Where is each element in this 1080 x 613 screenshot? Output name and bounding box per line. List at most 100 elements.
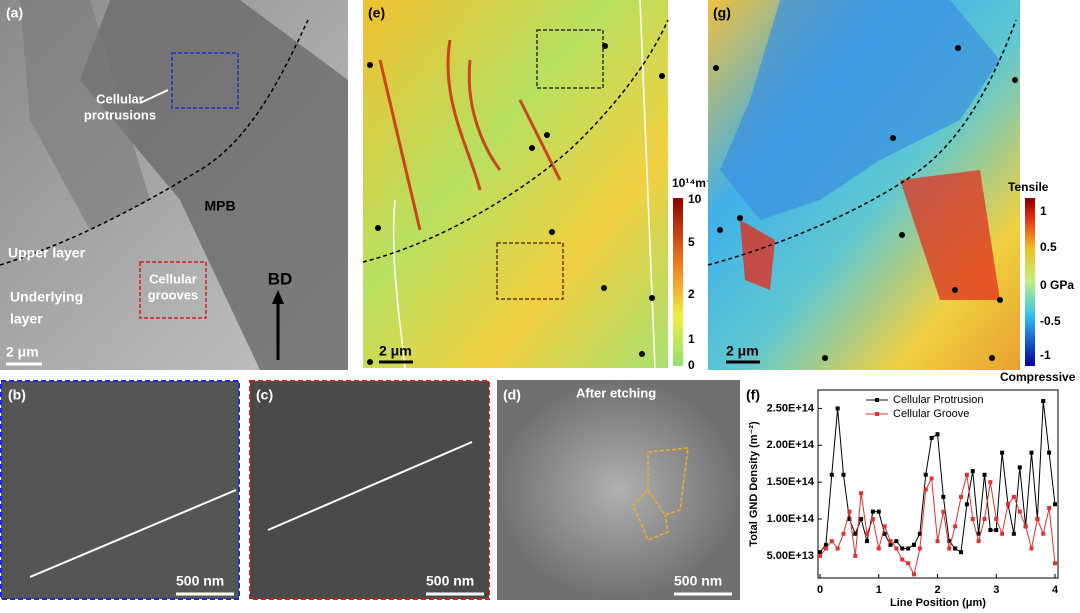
point	[853, 531, 858, 536]
point	[935, 539, 940, 544]
marker-dot	[989, 355, 995, 361]
point	[1011, 494, 1016, 499]
panel-label: (e)	[368, 5, 385, 21]
marker-dot	[1012, 77, 1018, 83]
arrow	[267, 441, 473, 531]
colorbar-tick-label: 1	[688, 332, 695, 346]
point	[888, 542, 893, 547]
point	[947, 539, 952, 544]
annotation: Upper layer	[8, 245, 86, 261]
point	[982, 517, 987, 522]
point	[906, 546, 911, 551]
point	[941, 494, 946, 499]
panel-e: (e) 2 μm 10¹⁴m⁻²	[362, 0, 716, 369]
scale-label: 2 μm	[379, 343, 412, 359]
point	[876, 509, 881, 514]
point	[829, 472, 834, 477]
point	[900, 557, 905, 562]
point	[1041, 399, 1046, 404]
point	[835, 546, 840, 551]
point	[976, 539, 981, 544]
point	[841, 531, 846, 536]
region	[720, 0, 1000, 220]
arrowhead	[272, 290, 284, 304]
mpb-line	[0, 19, 309, 266]
annotation: MPB	[204, 198, 235, 214]
point	[1029, 546, 1034, 551]
y-tick-label: 5.00E+13	[767, 550, 814, 562]
x-tick-label: 2	[934, 584, 940, 596]
cell-outline	[632, 447, 689, 541]
annotation: protrusions	[84, 107, 156, 122]
point	[1029, 450, 1034, 455]
x-tick-label: 1	[876, 584, 882, 596]
point	[894, 539, 899, 544]
point	[923, 472, 928, 477]
point	[865, 539, 869, 544]
point	[906, 561, 911, 566]
marker-dot	[822, 355, 828, 361]
marker-dot	[601, 285, 607, 291]
boundary	[392, 0, 656, 369]
panel-d: (d) After etching 500 nm	[497, 380, 740, 600]
box	[171, 52, 239, 109]
point	[917, 531, 922, 536]
x-tick-label: 4	[1052, 584, 1059, 596]
x-tick-label: 3	[993, 584, 999, 596]
marker-dot	[602, 43, 608, 49]
point	[823, 546, 828, 551]
colorbar-tick-label: 2	[688, 287, 695, 301]
point	[953, 546, 958, 551]
micrograph	[249, 380, 490, 600]
region	[900, 170, 1000, 300]
point	[947, 546, 952, 551]
scale-label: 500 nm	[674, 573, 722, 589]
point	[976, 531, 981, 536]
point	[959, 494, 963, 499]
panel-label: (a)	[6, 5, 23, 21]
point	[818, 553, 822, 558]
series-line	[819, 474, 1056, 576]
point	[988, 480, 993, 485]
marker-dot	[955, 45, 961, 51]
marker-dot	[890, 135, 896, 141]
point	[894, 546, 899, 551]
annotation: Cellular	[149, 271, 197, 286]
point	[865, 531, 869, 536]
box	[139, 261, 207, 319]
point	[1011, 531, 1016, 536]
streaks	[378, 39, 562, 231]
point	[988, 528, 993, 533]
panel-b: (b) 500 nm	[0, 380, 240, 600]
region	[740, 220, 775, 290]
point	[929, 435, 934, 440]
colorbar-label: Compressive	[1000, 370, 1076, 384]
legend-marker	[875, 412, 879, 416]
point	[818, 550, 822, 555]
point	[859, 517, 864, 522]
point	[1023, 524, 1028, 529]
point	[882, 531, 887, 536]
scale-label: 2 μm	[6, 344, 39, 360]
marker-dot	[737, 215, 743, 221]
panel-label: (d)	[503, 387, 521, 403]
micrograph	[0, 380, 240, 600]
point	[900, 546, 905, 551]
grain	[20, 0, 150, 230]
point	[964, 502, 969, 507]
marker-dot	[952, 287, 958, 293]
y-tick-label: 1.00E+14	[767, 513, 815, 525]
point	[859, 491, 864, 496]
legend-label: Cellular Protrusion	[893, 394, 983, 406]
annotation: BD	[268, 269, 293, 288]
point	[935, 432, 940, 437]
y-tick-label: 1.50E+14	[767, 476, 815, 488]
annotation: Cellular	[96, 91, 144, 106]
point	[1041, 531, 1046, 536]
point	[941, 509, 946, 514]
point	[1000, 450, 1005, 455]
colorbar-unit: 10¹⁴m⁻²	[672, 176, 716, 190]
point	[912, 572, 916, 577]
colorbar-label: Tensile	[1008, 180, 1049, 194]
